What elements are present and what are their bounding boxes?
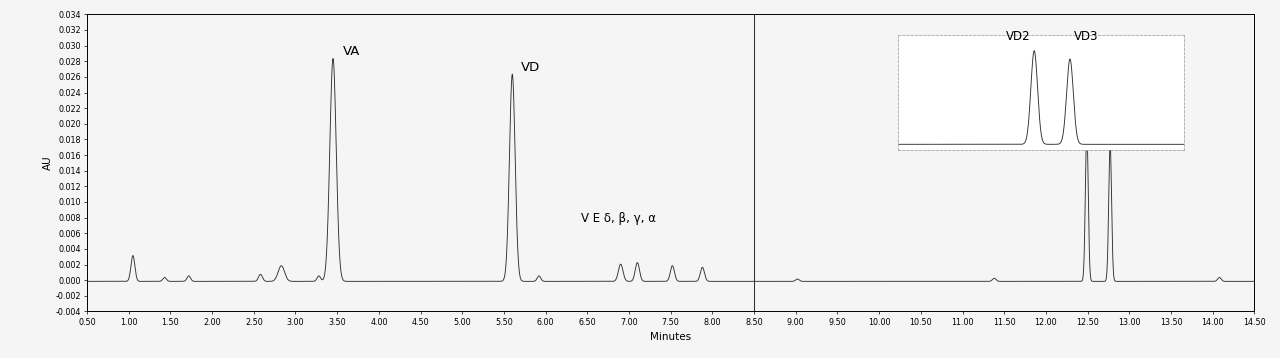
Text: VD3: VD3 (1117, 114, 1144, 127)
Text: VD3: VD3 (1074, 30, 1098, 43)
Text: VD2: VD2 (1034, 114, 1062, 127)
Text: V E δ, β, γ, α: V E δ, β, γ, α (581, 212, 655, 225)
Text: VD: VD (521, 61, 540, 74)
X-axis label: Minutes: Minutes (650, 332, 691, 342)
Text: VA: VA (343, 45, 361, 58)
Y-axis label: AU: AU (42, 156, 52, 170)
Text: VD2: VD2 (1006, 30, 1030, 43)
